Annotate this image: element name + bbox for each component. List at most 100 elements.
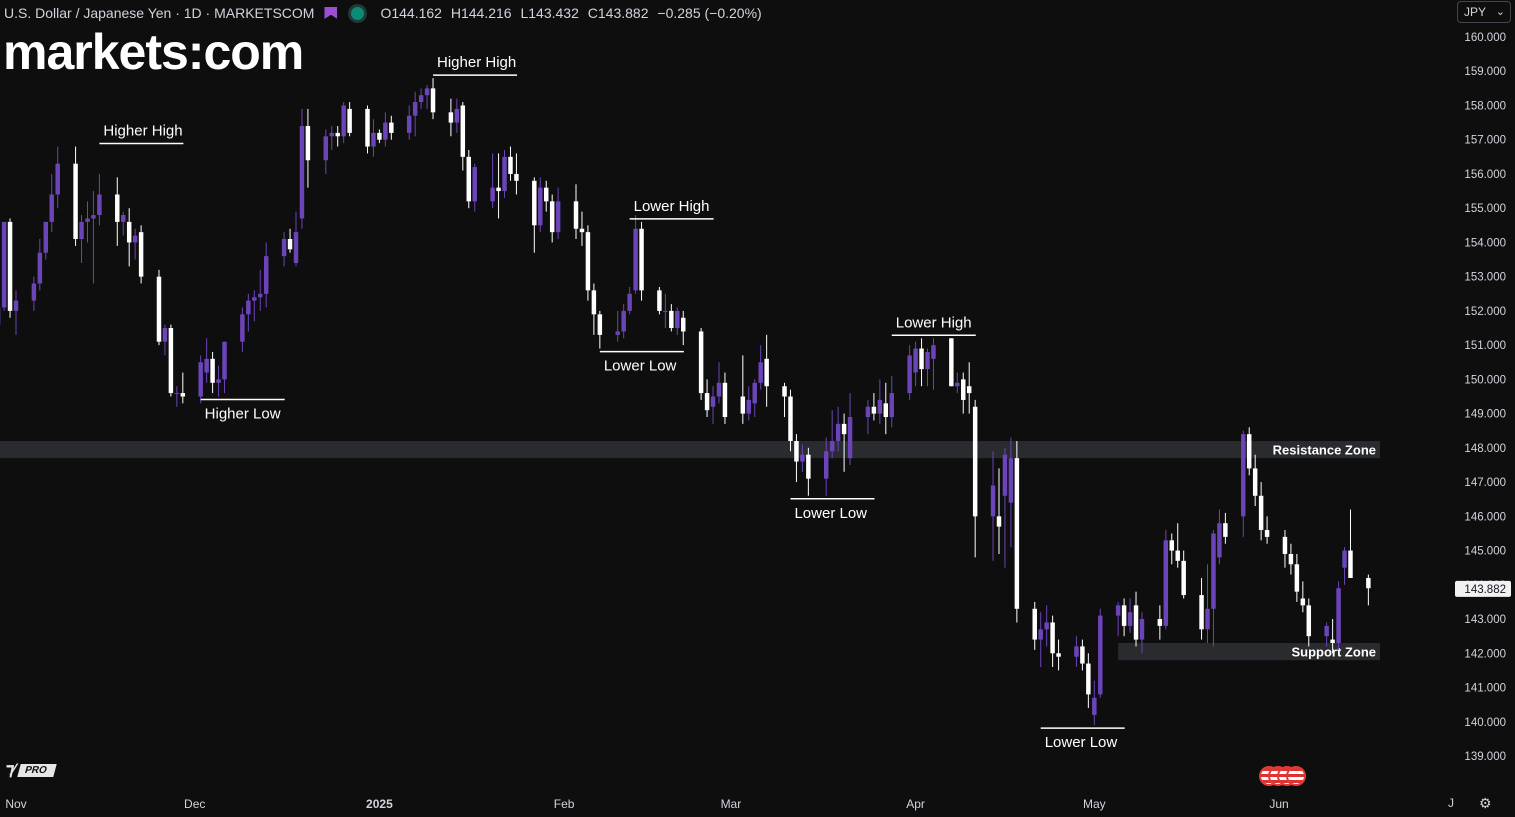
candle-body [579, 228, 585, 233]
candle-body [889, 393, 894, 418]
candle-body [37, 252, 43, 284]
candle-body [752, 382, 757, 404]
candle-body [1032, 608, 1037, 640]
candle-body [1, 221, 7, 308]
candle-body [430, 88, 436, 113]
candle-body [1217, 523, 1222, 558]
candle-body [138, 232, 144, 277]
candle-body [502, 156, 507, 192]
candle-body [198, 362, 203, 397]
bookmark-flag-icon[interactable] [324, 7, 338, 19]
candle-body [1223, 523, 1228, 537]
annotation-label: Lower High [634, 198, 710, 215]
candle-body [585, 232, 591, 291]
candle-body [1211, 533, 1216, 609]
x-tick-label: Apr [906, 797, 925, 811]
candle-body [835, 423, 841, 442]
x-tick-label: Jun [1269, 797, 1288, 811]
candle-body [788, 396, 793, 442]
candle-body [180, 393, 186, 397]
candle-body [532, 180, 537, 226]
candle-body [698, 331, 704, 394]
y-tick-label: 139.000 [1464, 751, 1506, 763]
candle-body [43, 221, 49, 253]
candle-body [424, 88, 430, 96]
candle-body [615, 331, 620, 335]
candle-body [460, 105, 466, 157]
candle-body [156, 276, 162, 342]
candle-body [907, 355, 912, 394]
annotation-label: Higher Low [205, 406, 281, 423]
timeframe-jump-button[interactable]: J [1448, 796, 1454, 810]
y-tick-label: 157.000 [1464, 135, 1506, 147]
candle-body [555, 201, 561, 233]
candle-body [31, 283, 37, 301]
candle-body [514, 173, 519, 181]
candle-body [263, 256, 269, 294]
candle-body [639, 228, 644, 291]
candle-body [323, 136, 329, 161]
candle-body [293, 232, 299, 263]
zone-band [0, 441, 1380, 459]
x-tick-label: Dec [184, 797, 205, 811]
ohlc-readout: O144.162 H144.216 L143.432 C143.882 −0.2… [380, 5, 762, 21]
candle-body [1092, 697, 1097, 715]
y-tick-label: 153.000 [1464, 272, 1506, 284]
candle-body [472, 167, 477, 202]
annotation-label: Lower Low [1045, 734, 1118, 751]
candle-body [1258, 495, 1264, 531]
candle-body [716, 382, 722, 397]
candle-body [538, 187, 543, 226]
tradingview-logo[interactable]: ⁊⁄ PRO [6, 760, 57, 780]
candle-body [335, 132, 340, 137]
candle-body [782, 386, 787, 397]
candle-body [1169, 540, 1174, 551]
candle-body [1300, 598, 1306, 606]
candle-body [412, 102, 418, 116]
symbol-title[interactable]: U.S. Dollar / Japanese Yen · 1D · MARKET… [4, 5, 315, 21]
candle-body [79, 221, 84, 240]
candle-body [1080, 646, 1085, 664]
y-tick-label: 143.000 [1464, 614, 1506, 626]
candle-body [115, 194, 120, 222]
candle-body [877, 399, 883, 414]
candle-body [710, 396, 716, 407]
candle-body [508, 156, 513, 174]
annotation-label: Lower High [896, 314, 972, 331]
candle-body [1241, 434, 1246, 517]
x-tick-label: Mar [721, 797, 742, 811]
candle-body [669, 310, 674, 329]
y-tick-label: 151.000 [1464, 340, 1506, 352]
candle-body [1199, 595, 1204, 630]
candle-body [365, 108, 370, 147]
currency-selector[interactable]: JPY ⌄ [1457, 1, 1511, 23]
candle-body [418, 95, 424, 103]
candle-body [222, 341, 227, 380]
candle-body [132, 235, 138, 243]
candle-body [758, 362, 763, 383]
candle-body [371, 132, 376, 147]
y-tick-label: 160.000 [1464, 32, 1506, 44]
last-price-label: 143.882 [1464, 584, 1506, 596]
candle-body [621, 310, 626, 332]
economic-events-icon[interactable] [1259, 766, 1309, 788]
x-tick-label: Feb [554, 797, 575, 811]
candle-body [675, 310, 680, 329]
y-tick-label: 142.000 [1464, 648, 1506, 660]
y-tick-label: 155.000 [1464, 203, 1506, 215]
candle-body [931, 345, 936, 359]
candle-body [1252, 468, 1258, 496]
candle-body [841, 423, 847, 435]
high-value: 144.216 [460, 5, 512, 21]
tradingview-icon: ⁊⁄ [6, 760, 15, 779]
candle-body [1264, 530, 1270, 537]
low-value: 143.432 [528, 5, 579, 21]
candle-body [829, 441, 835, 452]
candle-body [746, 399, 752, 414]
candle-body [1121, 605, 1127, 626]
chevron-down-icon: ⌄ [1495, 6, 1505, 18]
candle-body [627, 293, 632, 311]
settings-gear-icon[interactable]: ⚙ [1479, 795, 1492, 811]
candle-body [448, 112, 454, 123]
